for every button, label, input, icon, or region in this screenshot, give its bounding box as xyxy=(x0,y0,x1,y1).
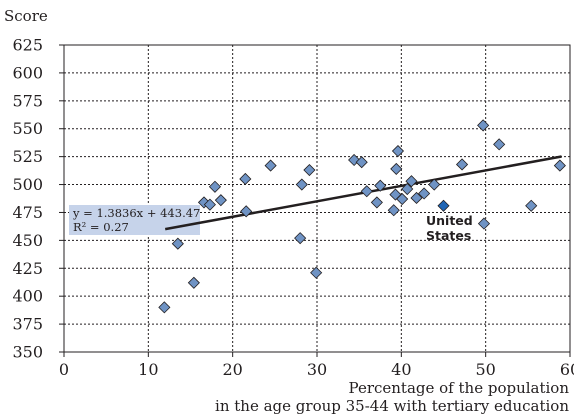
y-axis-ticks: 350 375 400 425 450 475 500 525 550 575 600 625 xyxy=(12,36,64,362)
data-point xyxy=(208,180,222,193)
y-tick-label: 625 xyxy=(12,36,43,55)
data-point xyxy=(239,172,252,186)
data-point xyxy=(158,301,171,314)
data-point xyxy=(391,144,405,158)
data-point xyxy=(405,175,418,188)
y-tick-label: 500 xyxy=(12,175,43,194)
x-tick-label: 40 xyxy=(391,360,411,379)
data-points xyxy=(158,119,566,314)
data-point xyxy=(553,159,566,172)
regression-equation: y = 1.3836x + 443.47 xyxy=(72,206,200,220)
data-point xyxy=(477,119,490,132)
data-point xyxy=(303,163,316,177)
data-point xyxy=(171,237,184,250)
y-tick-label: 575 xyxy=(12,91,43,110)
x-tick-label: 10 xyxy=(138,360,158,379)
data-point xyxy=(295,178,308,191)
data-point xyxy=(390,162,403,175)
y-tick-label: 600 xyxy=(12,63,43,82)
data-point xyxy=(294,232,307,245)
data-point xyxy=(187,276,200,289)
y-tick-label: 400 xyxy=(12,287,43,306)
data-point xyxy=(374,179,387,192)
y-tick-label: 425 xyxy=(12,259,43,278)
data-point xyxy=(387,204,400,217)
y-tick-label: 350 xyxy=(12,343,43,362)
data-point xyxy=(203,198,216,211)
grid-lines xyxy=(64,45,570,352)
x-tick-label: 60 xyxy=(560,360,574,379)
highlight-point-united-states xyxy=(437,199,450,212)
y-tick-label: 475 xyxy=(12,203,43,222)
data-point xyxy=(214,194,227,207)
data-point xyxy=(370,196,383,209)
data-point xyxy=(355,156,368,169)
data-point xyxy=(428,178,441,191)
highlight-label-line-2: States xyxy=(426,228,471,243)
data-point xyxy=(493,138,506,151)
data-point xyxy=(525,199,538,212)
highlight-label-line-1: United xyxy=(426,213,473,228)
x-axis-title-line-1: Percentage of the population xyxy=(349,379,570,397)
regression-r2: R² = 0.27 xyxy=(73,220,129,234)
y-tick-label: 450 xyxy=(12,231,43,250)
y-tick-label: 550 xyxy=(12,119,43,138)
data-point xyxy=(264,159,277,172)
data-point xyxy=(240,205,253,218)
x-tick-label: 50 xyxy=(475,360,495,379)
equation-box xyxy=(69,205,200,235)
data-point xyxy=(418,187,431,200)
data-point xyxy=(401,182,414,196)
data-point xyxy=(477,217,491,230)
x-axis-ticks: 0 10 20 30 40 50 60 xyxy=(59,352,574,379)
y-tick-label: 375 xyxy=(12,315,43,334)
y-tick-label: 525 xyxy=(12,147,43,166)
x-tick-label: 20 xyxy=(222,360,242,379)
x-tick-label: 0 xyxy=(59,360,69,379)
data-point xyxy=(455,158,469,171)
data-point xyxy=(360,185,373,198)
data-point xyxy=(310,266,323,279)
y-axis-title: Score xyxy=(4,7,48,25)
data-point xyxy=(396,192,409,206)
x-tick-label: 30 xyxy=(307,360,327,379)
x-axis-title-line-2: in the age group 35-44 with tertiary edu… xyxy=(215,397,569,415)
data-point xyxy=(410,191,423,205)
